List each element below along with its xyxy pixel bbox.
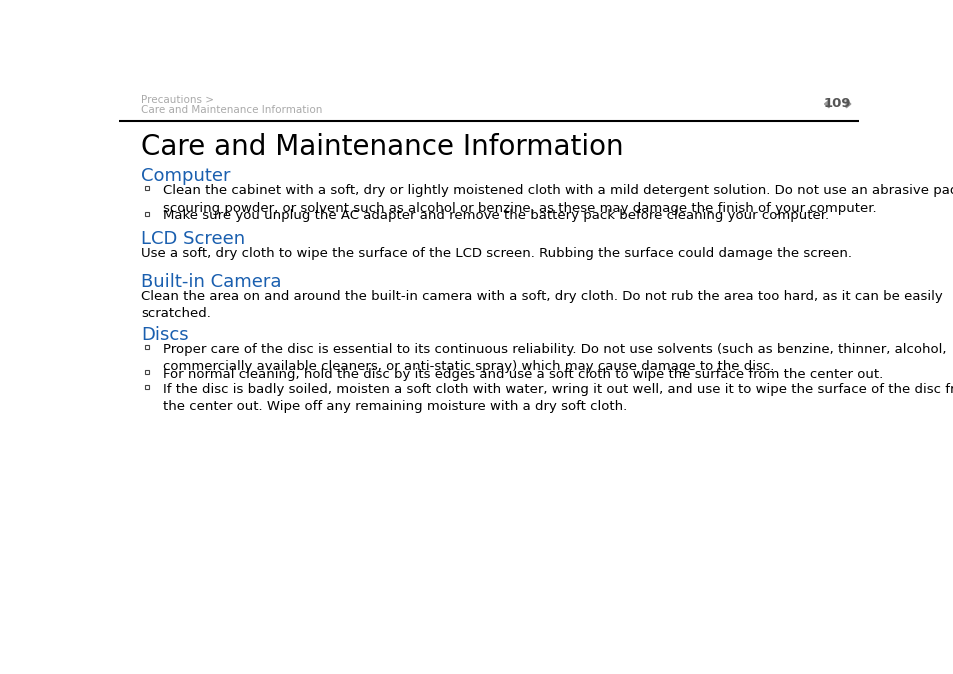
Bar [145,371,149,374]
Text: Clean the area on and around the built-in camera with a soft, dry cloth. Do not : Clean the area on and around the built-i… [141,290,942,320]
Text: If the disc is badly soiled, moisten a soft cloth with water, wring it out well,: If the disc is badly soiled, moisten a s… [162,383,953,413]
Text: Care and Maintenance Information: Care and Maintenance Information [141,104,322,115]
Text: For normal cleaning, hold the disc by its edges and use a soft cloth to wipe the: For normal cleaning, hold the disc by it… [162,368,882,381]
Text: Clean the cabinet with a soft, dry or lightly moistened cloth with a mild deterg: Clean the cabinet with a soft, dry or li… [162,184,953,214]
Text: Use a soft, dry cloth to wipe the surface of the LCD screen. Rubbing the surface: Use a soft, dry cloth to wipe the surfac… [141,247,851,260]
Bar [145,345,149,349]
Polygon shape [823,100,828,108]
Text: LCD Screen: LCD Screen [141,231,245,248]
Text: Proper care of the disc is essential to its continuous reliability. Do not use s: Proper care of the disc is essential to … [162,342,945,373]
Text: Discs: Discs [141,326,189,344]
Text: Precautions >: Precautions > [141,95,213,104]
Bar [145,187,149,190]
Bar [145,212,149,216]
Text: Care and Maintenance Information: Care and Maintenance Information [141,133,623,161]
Text: Computer: Computer [141,167,231,185]
Bar [145,385,149,389]
Polygon shape [845,100,850,108]
Text: 109: 109 [822,98,850,111]
Text: Make sure you unplug the AC adapter and remove the battery pack before cleaning : Make sure you unplug the AC adapter and … [162,210,828,222]
Text: Built-in Camera: Built-in Camera [141,272,281,290]
